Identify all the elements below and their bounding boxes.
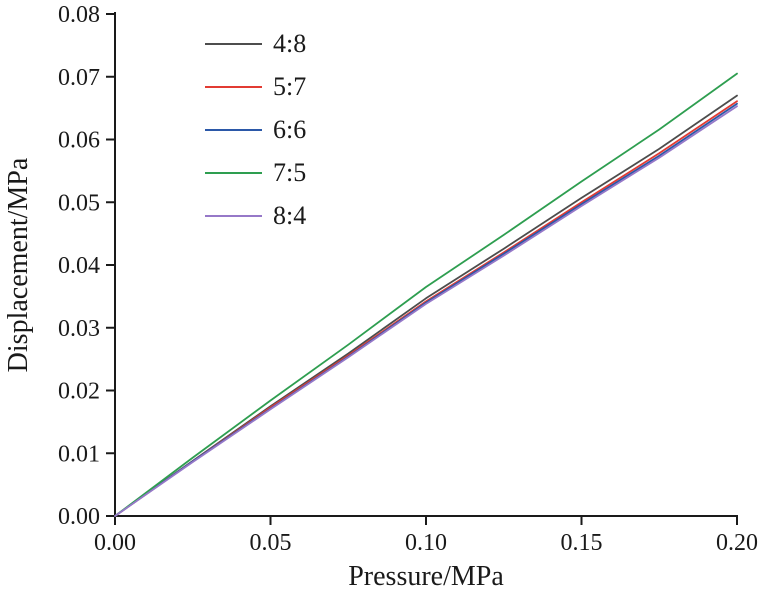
x-axis-title: Pressure/MPa [348, 561, 504, 592]
y-tick-label: 0.08 [58, 2, 100, 28]
legend-label: 4:8 [273, 28, 307, 58]
x-tick-label: 0.20 [716, 530, 758, 556]
legend-label: 7:5 [273, 157, 307, 187]
legend-item-8-4: 8:4 [205, 194, 306, 237]
y-tick-label: 0.02 [58, 379, 100, 405]
y-tick-label: 0.00 [58, 504, 100, 530]
legend-item-6-6: 6:6 [205, 108, 306, 151]
y-tick-label: 0.04 [58, 253, 100, 279]
legend-label: 5:7 [273, 71, 307, 101]
y-tick-label: 0.05 [58, 190, 100, 216]
legend-line-swatch [205, 171, 262, 174]
y-tick-label: 0.07 [58, 65, 100, 91]
legend-label: 6:6 [273, 114, 307, 144]
y-tick-label: 0.06 [58, 128, 100, 154]
x-tick-label: 0.15 [561, 530, 603, 556]
y-tick-label: 0.03 [58, 316, 100, 342]
legend-item-7-5: 7:5 [205, 151, 306, 194]
series-line-8-4 [114, 105, 738, 517]
legend-line-swatch [205, 85, 262, 88]
legend-line-swatch [205, 42, 262, 45]
y-tick-label: 0.01 [58, 441, 100, 467]
x-tick-label: 0.00 [94, 530, 136, 556]
legend-label: 8:4 [273, 200, 307, 230]
y-axis-title: Displacement/MPa [3, 157, 34, 372]
x-tick-label: 0.10 [405, 530, 447, 556]
legend-item-5-7: 5:7 [205, 65, 306, 108]
legend-line-swatch [205, 214, 262, 217]
legend-item-4-8: 4:8 [205, 22, 306, 65]
legend-line-swatch [205, 128, 262, 131]
x-tick-label: 0.05 [250, 530, 292, 556]
chart-legend: 4:8 5:7 6:6 7:5 8:4 [205, 22, 306, 237]
series-line-7-5 [114, 72, 738, 517]
